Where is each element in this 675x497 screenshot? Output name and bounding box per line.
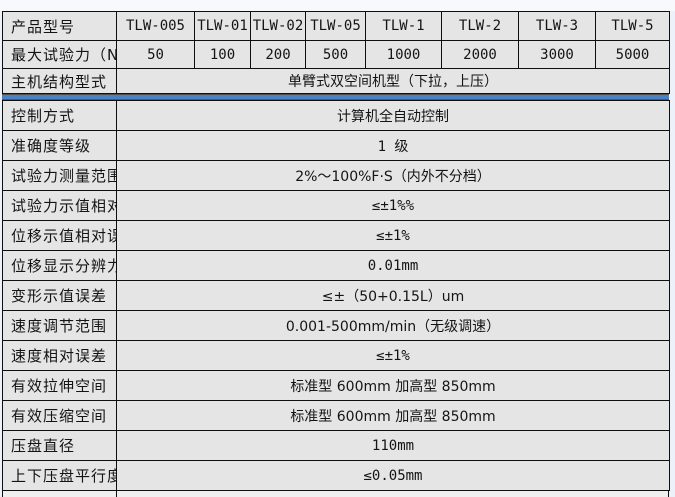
force-cell: 3000 [518, 40, 596, 69]
table-row: 有效拉伸空间 标准型 600mm 加高型 850mm [2, 370, 670, 401]
row-label-max-force: 最大试验力（N） [2, 40, 117, 69]
table-row: 试验力示值相对 ≤±1%% [2, 190, 670, 221]
spec-value-cell: 计算机全自动控制 [116, 100, 670, 131]
spec-value-cell: 标准型 600mm 加高型 850mm [116, 370, 670, 401]
spec-label-cell: 速度调节范围 [2, 310, 117, 341]
table-row: 速度调节范围 0.001-500mm/min（无级调速） [2, 310, 670, 341]
table-row: 压盘直径 110mm [2, 430, 670, 461]
table-row: 产品型号 TLW-005 TLW-01 TLW-02 TLW-05 TLW-1 … [2, 11, 670, 41]
spec-value-cell: ≤±（50+0.15L）um [116, 280, 670, 311]
spec-label-cell: 压盘直径 [2, 430, 117, 461]
table-row: 试验力测量范围 2%～100%F·S（内外不分档） [2, 160, 670, 191]
table-row: 准确度等级 1 级 [2, 130, 670, 161]
spec-table-bottom: 控制方式 计算机全自动控制 准确度等级 1 级 试验力测量范围 2%～100%F… [2, 100, 670, 491]
spec-value-cell: ≤±1%% [116, 190, 670, 221]
cutoff-row-divider [116, 491, 117, 497]
force-cell: 200 [250, 40, 306, 69]
force-cell: 2000 [441, 40, 519, 69]
spec-label-cell: 位移示值相对误 [2, 220, 117, 251]
model-cell: TLW-2 [441, 11, 519, 41]
table-row: 有效压缩空间 标准型 600mm 加高型 850mm [2, 400, 670, 431]
model-cell: TLW-01 [194, 11, 251, 41]
force-cell: 5000 [595, 40, 670, 69]
spec-label-cell: 试验力示值相对 [2, 190, 117, 221]
table-row: 速度相对误差 ≤±1% [2, 340, 670, 371]
table-row: 位移示值相对误 ≤±1% [2, 220, 670, 251]
spec-table-top: 产品型号 TLW-005 TLW-01 TLW-02 TLW-05 TLW-1 … [2, 11, 670, 94]
spec-label-cell: 试验力测量范围 [2, 160, 117, 191]
model-cell: TLW-3 [518, 11, 596, 41]
machine-structure-value: 单臂式双空间机型（下拉，上压） [116, 68, 670, 94]
table-row: 最大试验力（N） 50 100 200 500 1000 2000 3000 5… [2, 40, 670, 69]
spec-label-cell: 上下压盘平行度 [2, 460, 117, 491]
model-cell: TLW-1 [365, 11, 442, 41]
table-row: 上下压盘平行度 ≤0.05mm [2, 460, 670, 491]
force-cell: 1000 [365, 40, 442, 69]
force-cell: 500 [305, 40, 366, 69]
model-cell: TLW-5 [595, 11, 670, 41]
spec-value-cell: 2%～100%F·S（内外不分档） [116, 160, 670, 191]
spec-value-cell: ≤±1% [116, 220, 670, 251]
cutoff-row [2, 491, 669, 497]
table-row: 控制方式 计算机全自动控制 [2, 100, 670, 131]
page-top-margin [0, 0, 675, 11]
spec-label-cell: 有效拉伸空间 [2, 370, 117, 401]
force-cell: 50 [116, 40, 195, 69]
spec-value-cell: 110mm [116, 430, 670, 461]
blue-divider-line [2, 94, 669, 100]
spec-label-cell: 有效压缩空间 [2, 400, 117, 431]
spec-value-cell: 标准型 600mm 加高型 850mm [116, 400, 670, 431]
spec-value-cell: 1 级 [116, 130, 670, 161]
spec-value-cell: ≤±1% [116, 340, 670, 371]
spec-label-cell: 准确度等级 [2, 130, 117, 161]
model-cell: TLW-05 [305, 11, 366, 41]
force-cell: 100 [194, 40, 251, 69]
table-row: 位移显示分辨力 0.01mm [2, 250, 670, 281]
spec-label-cell: 变形示值误差 [2, 280, 117, 311]
spec-label-cell: 控制方式 [2, 100, 117, 131]
table-row: 变形示值误差 ≤±（50+0.15L）um [2, 280, 670, 311]
model-cell: TLW-005 [116, 11, 195, 41]
spec-label-cell: 位移显示分辨力 [2, 250, 117, 281]
row-label-product-model: 产品型号 [2, 11, 117, 41]
spec-value-cell: 0.01mm [116, 250, 670, 281]
model-cell: TLW-02 [250, 11, 306, 41]
row-label-machine-structure: 主机结构型式 [2, 68, 117, 94]
table-row: 主机结构型式 单臂式双空间机型（下拉，上压） [2, 68, 670, 94]
spec-value-cell: ≤0.05mm [116, 460, 670, 491]
spec-value-cell: 0.001-500mm/min（无级调速） [116, 310, 670, 341]
spec-label-cell: 速度相对误差 [2, 340, 117, 371]
spec-table-container: 产品型号 TLW-005 TLW-01 TLW-02 TLW-05 TLW-1 … [2, 11, 670, 497]
